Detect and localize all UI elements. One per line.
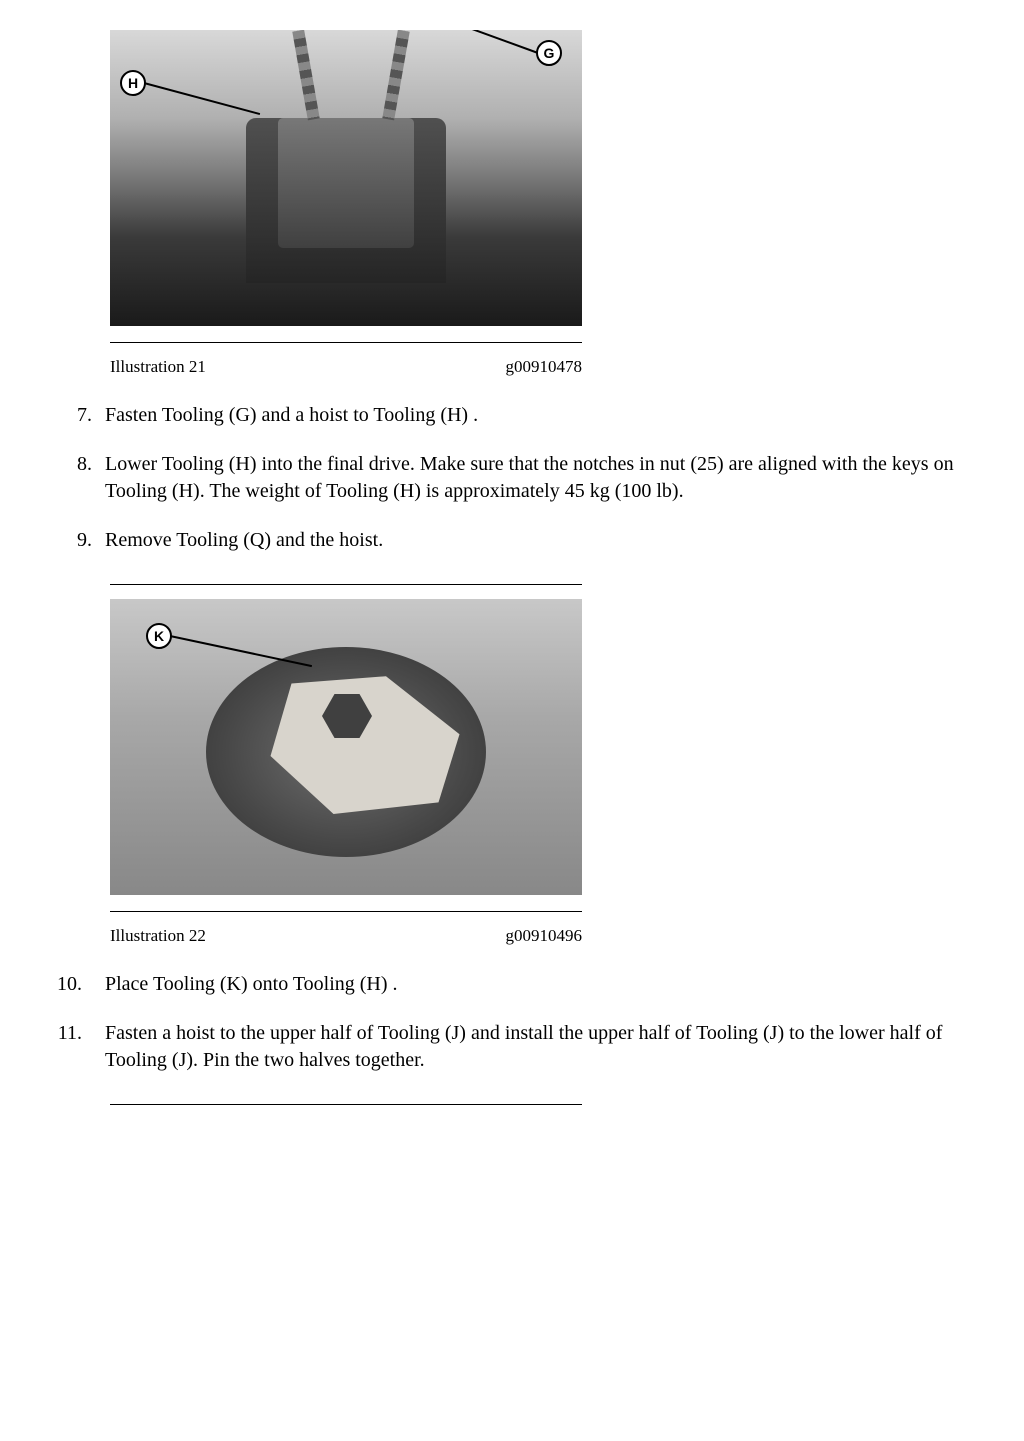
callout-leader-line [144, 82, 260, 115]
step-11: 11. Fasten a hoist to the upper half of … [25, 1020, 995, 1074]
step-text: Fasten a hoist to the upper half of Tool… [105, 1022, 942, 1071]
document-content: G H Illustration 21 g00910478 7. Fasten … [25, 30, 995, 1105]
illustration-label: Illustration 22 [110, 926, 206, 946]
callout-h: H [120, 70, 146, 96]
step-number: 9. [60, 527, 92, 554]
bottom-illustration-block [110, 1104, 995, 1105]
steps-list-2: 10. Place Tooling (K) onto Tooling (H) .… [25, 971, 995, 1074]
illustration-divider [110, 584, 582, 585]
step-number: 7. [60, 402, 92, 429]
callout-g: G [536, 40, 562, 66]
callout-leader-line [170, 635, 312, 667]
illustration-id: g00910478 [506, 357, 583, 377]
illustration-divider [110, 342, 582, 343]
illustration-22-photo: K [110, 599, 582, 895]
callout-leader-line [425, 30, 538, 54]
step-text: Fasten Tooling (G) and a hoist to Toolin… [105, 404, 478, 426]
step-number: 10. [50, 971, 82, 998]
step-number: 11. [50, 1020, 82, 1047]
step-text: Remove Tooling (Q) and the hoist. [105, 529, 383, 551]
illustration-21-photo: G H [110, 30, 582, 326]
step-text: Place Tooling (K) onto Tooling (H) . [105, 973, 398, 995]
illustration-22-block: K Illustration 22 g00910496 [110, 584, 995, 946]
illustration-21-caption: Illustration 21 g00910478 [110, 357, 582, 377]
illustration-label: Illustration 21 [110, 357, 206, 377]
illustration-divider [110, 1104, 582, 1105]
illustration-21-block: G H Illustration 21 g00910478 [110, 30, 995, 377]
chain-graphic [382, 30, 409, 120]
illustration-id: g00910496 [506, 926, 583, 946]
step-10: 10. Place Tooling (K) onto Tooling (H) . [25, 971, 995, 998]
step-8: 8. Lower Tooling (H) into the final driv… [25, 451, 995, 505]
step-number: 8. [60, 451, 92, 478]
steps-list-1: 7. Fasten Tooling (G) and a hoist to Too… [25, 402, 995, 554]
chain-graphic [292, 30, 319, 120]
callout-k: K [146, 623, 172, 649]
illustration-22-caption: Illustration 22 g00910496 [110, 926, 582, 946]
illustration-divider [110, 911, 582, 912]
step-7: 7. Fasten Tooling (G) and a hoist to Too… [25, 402, 995, 429]
step-text: Lower Tooling (H) into the final drive. … [105, 453, 954, 502]
step-9: 9. Remove Tooling (Q) and the hoist. [25, 527, 995, 554]
